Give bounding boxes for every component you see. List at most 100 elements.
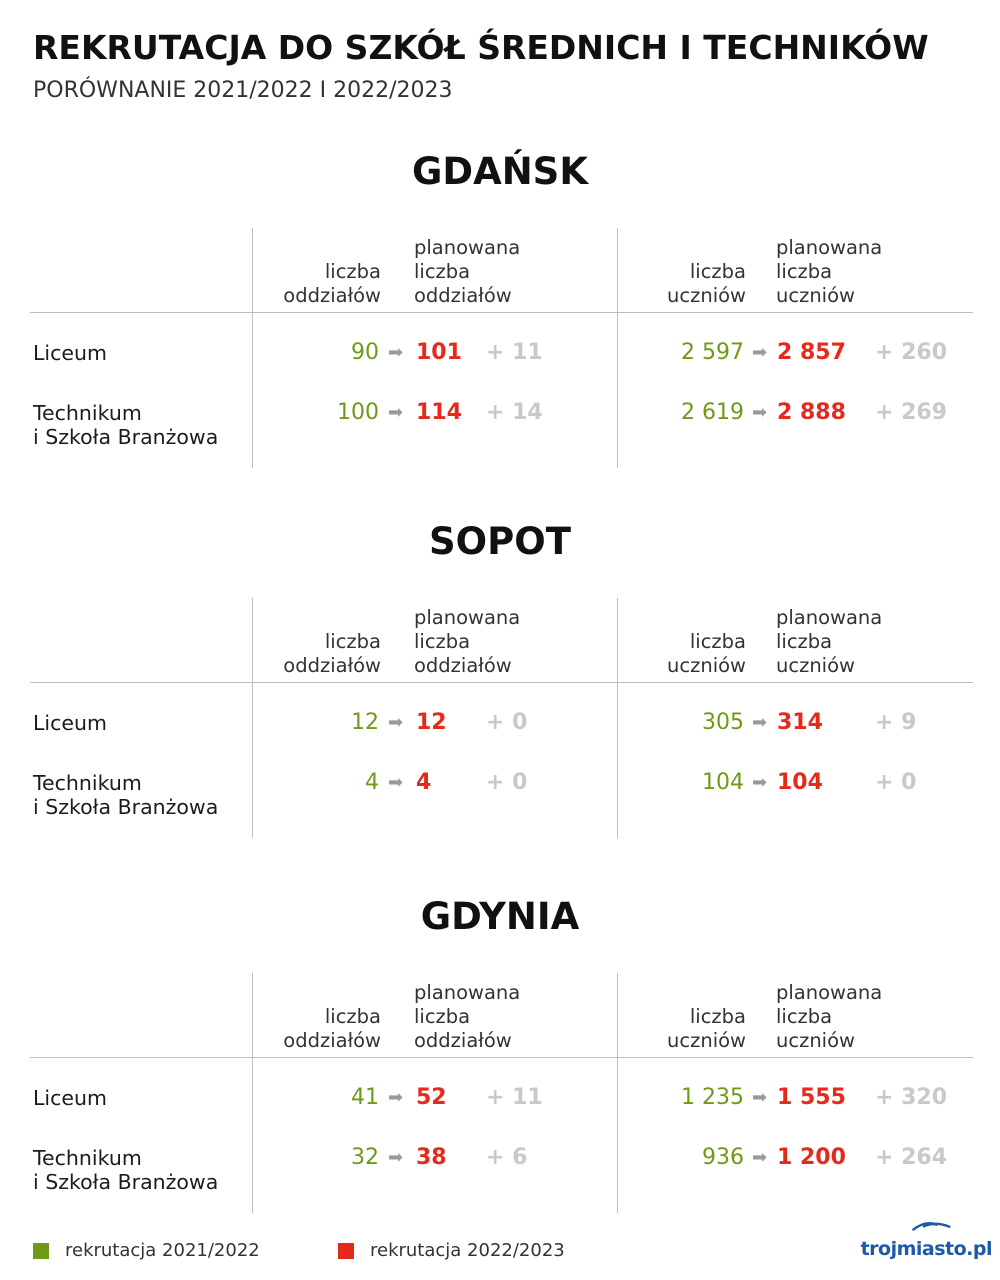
- logo-wave-icon: [912, 1222, 951, 1231]
- students-2021-value: 1 235: [681, 1085, 744, 1110]
- row-label: Liceum: [33, 1086, 107, 1110]
- header-divider: [30, 1057, 973, 1058]
- column-header-line: liczba: [689, 260, 746, 283]
- column-header-classes-planned: planowana liczba oddziałów: [414, 606, 574, 678]
- row-label-line: i Szkoła Branżowa: [33, 425, 219, 449]
- classes-2021-value: 32: [351, 1145, 379, 1170]
- students-2021-value: 936: [702, 1145, 744, 1170]
- students-delta: + 320: [875, 1085, 948, 1110]
- students-2021-value: 2 597: [681, 340, 744, 365]
- column-header-line: liczba: [776, 1005, 833, 1028]
- row-label-line: Liceum: [33, 711, 107, 735]
- arrow-icon: ➡: [388, 772, 404, 792]
- city-heading: SOPOT: [429, 520, 571, 563]
- row-label-line: Technikum: [33, 1146, 142, 1170]
- students-2021-value: 104: [702, 770, 744, 795]
- column-header-line: planowana: [414, 606, 521, 629]
- students-delta: + 264: [875, 1145, 948, 1170]
- arrow-icon: ➡: [752, 342, 768, 362]
- classes-2021-value: 12: [351, 710, 379, 735]
- students-2022-value: 1 200: [777, 1145, 846, 1170]
- classes-2022-value: 12: [416, 710, 447, 735]
- column-header-line: uczniów: [667, 654, 746, 677]
- students-2022-value: 2 888: [777, 400, 846, 425]
- classes-2021-value: 90: [351, 340, 379, 365]
- column-header-line: uczniów: [776, 654, 855, 677]
- row-label-line: Liceum: [33, 1086, 107, 1110]
- column-header-line: oddziałów: [283, 284, 381, 307]
- classes-2021-value: 4: [365, 770, 379, 795]
- row-label: Technikum i Szkoła Branżowa: [33, 401, 218, 449]
- students-2022-value: 2 857: [777, 340, 846, 365]
- column-header-classes-current: liczba oddziałów: [261, 630, 381, 678]
- column-header-line: oddziałów: [414, 284, 512, 307]
- classes-2022-value: 101: [416, 340, 462, 365]
- arrow-icon: ➡: [752, 1087, 768, 1107]
- students-delta: + 269: [875, 400, 948, 425]
- column-header-line: liczba: [324, 1005, 381, 1028]
- row-label: Technikum i Szkoła Branżowa: [33, 1146, 218, 1194]
- column-header-line: oddziałów: [414, 654, 512, 677]
- legend-label-old: rekrutacja 2021/2022: [65, 1240, 260, 1261]
- row-label-line: Technikum: [33, 401, 142, 425]
- page-subtitle: PORÓWNANIE 2021/2022 I 2022/2023: [33, 78, 453, 103]
- column-separator: [252, 228, 253, 468]
- row-label-line: i Szkoła Branżowa: [33, 795, 219, 819]
- logo-text: trojmiasto.pl: [860, 1238, 993, 1260]
- header-divider: [30, 682, 973, 683]
- row-label: Technikum i Szkoła Branżowa: [33, 771, 218, 819]
- arrow-icon: ➡: [752, 402, 768, 422]
- row-label-line: Technikum: [33, 771, 142, 795]
- column-header-classes-planned: planowana liczba oddziałów: [414, 981, 574, 1053]
- header-divider: [30, 312, 973, 313]
- column-header-line: liczba: [776, 260, 833, 283]
- column-header-line: oddziałów: [283, 1029, 381, 1052]
- students-2021-value: 305: [702, 710, 744, 735]
- row-label-line: i Szkoła Branżowa: [33, 1170, 219, 1194]
- column-header-line: liczba: [414, 630, 471, 653]
- column-header-students-current: liczba uczniów: [626, 630, 746, 678]
- column-header-classes-planned: planowana liczba oddziałów: [414, 236, 574, 308]
- legend-swatch-old: [33, 1243, 49, 1259]
- column-header-line: liczba: [324, 260, 381, 283]
- column-header-line: liczba: [776, 630, 833, 653]
- classes-2022-value: 38: [416, 1145, 447, 1170]
- column-header-line: liczba: [689, 630, 746, 653]
- column-header-students-planned: planowana liczba uczniów: [776, 236, 936, 308]
- column-header-students-current: liczba uczniów: [626, 1005, 746, 1053]
- column-header-line: uczniów: [776, 1029, 855, 1052]
- column-separator: [617, 598, 618, 838]
- column-header-line: planowana: [414, 981, 521, 1004]
- legend-swatch-new: [338, 1243, 354, 1259]
- column-header-students-planned: planowana liczba uczniów: [776, 606, 936, 678]
- students-delta: + 260: [875, 340, 948, 365]
- row-label-line: Liceum: [33, 341, 107, 365]
- city-heading: GDYNIA: [420, 895, 580, 938]
- column-separator: [252, 973, 253, 1213]
- classes-2021-value: 41: [351, 1085, 379, 1110]
- classes-delta: + 11: [486, 340, 543, 365]
- students-delta: + 0: [875, 770, 917, 795]
- column-header-line: liczba: [414, 260, 471, 283]
- column-header-line: planowana: [776, 606, 883, 629]
- column-header-line: planowana: [414, 236, 521, 259]
- arrow-icon: ➡: [388, 402, 404, 422]
- classes-2022-value: 4: [416, 770, 432, 795]
- city-section: SOPOT liczba oddziałów planowana liczba oddzi…: [0, 520, 1000, 850]
- column-separator: [252, 598, 253, 838]
- column-header-line: planowana: [776, 236, 883, 259]
- city-section: GDYNIA liczba oddziałów planowana liczba oddz…: [0, 895, 1000, 1225]
- column-header-line: planowana: [776, 981, 883, 1004]
- city-heading: GDAŃSK: [411, 150, 588, 193]
- classes-2021-value: 100: [337, 400, 379, 425]
- column-separator: [617, 228, 618, 468]
- classes-delta: + 6: [486, 1145, 528, 1170]
- classes-2022-value: 114: [416, 400, 462, 425]
- classes-2022-value: 52: [416, 1085, 447, 1110]
- column-header-line: uczniów: [667, 1029, 746, 1052]
- arrow-icon: ➡: [388, 1147, 404, 1167]
- arrow-icon: ➡: [752, 1147, 768, 1167]
- column-header-classes-current: liczba oddziałów: [261, 1005, 381, 1053]
- classes-delta: + 0: [486, 770, 528, 795]
- column-header-students-planned: planowana liczba uczniów: [776, 981, 936, 1053]
